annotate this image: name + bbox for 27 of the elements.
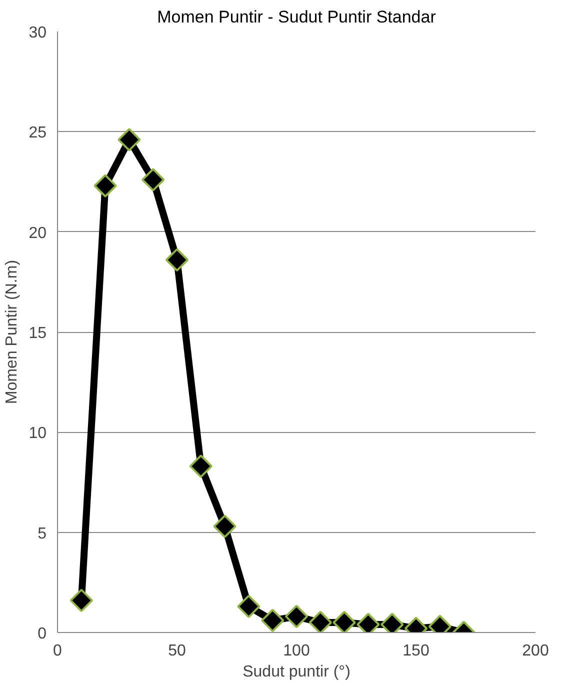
y-axis-title: Momen Puntir (N.m) — [4, 260, 21, 404]
y-tick-label: 20 — [28, 224, 47, 242]
point — [213, 514, 236, 538]
point — [189, 454, 213, 478]
y-tick-label: 0 — [38, 626, 47, 642]
y-tick-label: 5 — [38, 525, 47, 542]
point — [308, 610, 332, 632]
y-tick-label: 30 — [28, 24, 47, 42]
point — [260, 608, 284, 632]
chart-title: Momen Puntir - Sudut Puntir Standar — [157, 8, 436, 26]
x-tick-label: 100 — [283, 642, 310, 660]
y-tick-label: 10 — [28, 425, 47, 442]
x-tick-label: 0 — [53, 642, 62, 660]
y-tick-label: 25 — [28, 124, 47, 142]
x-axis-title: Sudut puntir (°) — [242, 664, 350, 680]
point — [70, 588, 94, 612]
point — [118, 128, 141, 152]
point — [284, 604, 308, 628]
point — [237, 594, 260, 618]
x-tick-label: 200 — [522, 642, 549, 660]
x-tick-label: 50 — [168, 642, 186, 660]
point — [332, 610, 356, 632]
point — [94, 174, 117, 198]
x-tick-label: 150 — [402, 642, 430, 660]
point — [141, 168, 165, 192]
y-tick-label: 15 — [28, 325, 47, 342]
point — [165, 248, 189, 272]
